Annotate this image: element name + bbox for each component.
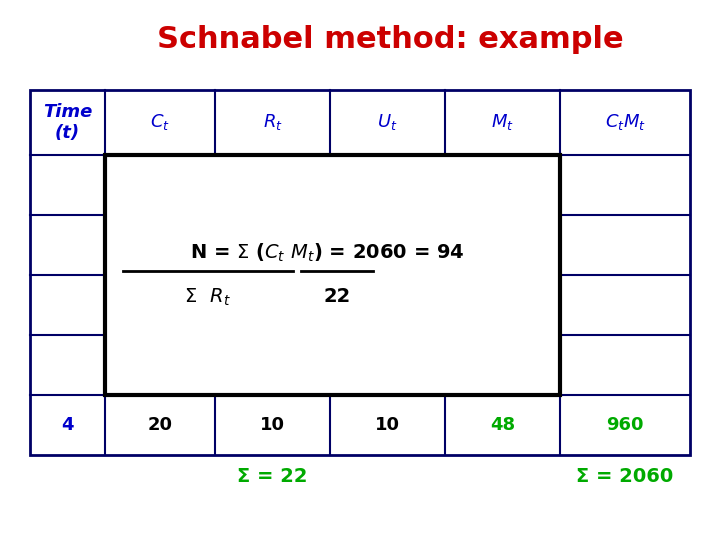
Text: 10: 10 [260, 416, 285, 434]
Text: 4: 4 [61, 416, 73, 434]
Text: $C_t$: $C_t$ [150, 112, 170, 132]
Text: $R_t$: $R_t$ [263, 112, 282, 132]
Text: $\Sigma$  $R_t$: $\Sigma$ $R_t$ [184, 286, 232, 308]
Text: Σ = 2060: Σ = 2060 [577, 468, 674, 487]
Text: $U_t$: $U_t$ [377, 112, 397, 132]
Bar [105, 155, 560, 395]
Text: 48: 48 [490, 416, 515, 434]
Text: Time
(t): Time (t) [42, 103, 92, 142]
Text: 10: 10 [375, 416, 400, 434]
Text: N = $\Sigma$ ($C_t$ $M_t$) = 2060 = 94: N = $\Sigma$ ($C_t$ $M_t$) = 2060 = 94 [190, 242, 465, 264]
Bar [30, 90, 690, 455]
Text: 20: 20 [148, 416, 173, 434]
Text: Schnabel method: example: Schnabel method: example [157, 25, 624, 55]
Text: $M_t$: $M_t$ [491, 112, 514, 132]
Text: $C_tM_t$: $C_tM_t$ [605, 112, 645, 132]
Text: 960: 960 [606, 416, 644, 434]
Text: 22: 22 [323, 287, 351, 307]
Text: Σ = 22: Σ = 22 [238, 468, 307, 487]
